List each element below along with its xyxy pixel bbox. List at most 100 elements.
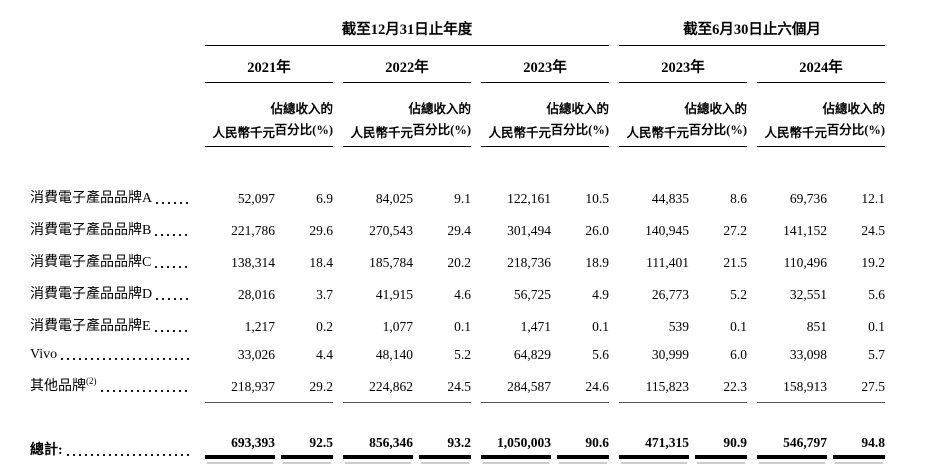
dot-leader [100, 390, 191, 392]
amount-cell: 158,913 [757, 370, 827, 403]
total-row: 總計: 693,393 92.5 856,346 93.2 1,050,003 … [28, 435, 886, 459]
pct-cell: 5.2 [454, 347, 471, 362]
table-row: 消費電子產品品牌B 221,786 29.6 270,543 29.4 301,… [28, 214, 885, 246]
pct-cell: 5.6 [592, 347, 609, 362]
pct-cell: 0.2 [316, 319, 333, 334]
pct-cell: 4.4 [316, 347, 333, 362]
amount-cell: 270,543 [369, 223, 413, 238]
amount-cell: 140,945 [645, 223, 689, 238]
pct-cell: 24.5 [861, 223, 886, 238]
pct-cell: 24.5 [413, 370, 471, 403]
amount-cell: 26,773 [651, 287, 689, 302]
amount-cell: 64,829 [513, 347, 551, 362]
total-amount-cell: 471,315 [619, 435, 689, 459]
double-rule [695, 454, 747, 459]
table-row: 消費電子產品品牌A 52,097 6.9 84,025 9.1 122,161 … [28, 182, 885, 214]
table-row: 其他品牌(2) 218,937 29.2 224,862 24.5 284,58… [28, 370, 886, 403]
pct-cell: 4.6 [454, 287, 471, 302]
amount-cell: 69,736 [789, 191, 827, 206]
revenue-by-brand-table: 截至12月31日止年度 截至6月30日止六個月 2021年 2022年 2023… [28, 18, 886, 459]
amount-cell: 141,152 [783, 223, 827, 238]
total-amount-cell: 546,797 [757, 435, 827, 459]
double-rule [419, 454, 471, 459]
pct-cell: 0.1 [454, 319, 471, 334]
amount-cell: 851 [806, 319, 827, 334]
amount-cell: 221,786 [231, 223, 275, 238]
section-header-fiscal-year: 截至12月31日止年度 [205, 18, 609, 46]
total-spacer-row [28, 402, 885, 435]
amount-cell: 30,999 [651, 347, 689, 362]
total-pct-cell: 90.9 [689, 435, 747, 459]
amount-cell: 122,161 [507, 191, 551, 206]
year-header-2023-6m: 2023年 [619, 45, 747, 83]
pct-cell: 18.4 [309, 255, 333, 270]
pct-cell: 29.6 [309, 223, 333, 238]
pct-cell: 18.9 [585, 255, 609, 270]
pct-column-header: 佔總收入的 百分比(%) [408, 82, 471, 147]
table-body: 消費電子產品品牌A 52,097 6.9 84,025 9.1 122,161 … [28, 182, 886, 403]
year-header-2024-6m: 2024年 [757, 45, 886, 83]
year-header-row: 2021年 2022年 2023年 2023年 2024年 [28, 45, 886, 83]
dot-leader [155, 266, 191, 268]
amount-cell: 84,025 [375, 191, 413, 206]
amount-cell: 138,314 [231, 255, 275, 270]
amount-column-header: 人民幣千元 [343, 82, 413, 147]
pct-cell: 4.9 [592, 287, 609, 302]
year-header-2023: 2023年 [481, 45, 609, 83]
column-header-row: 人民幣千元 佔總收入的 百分比(%) 人民幣千元 佔總收入的 百分比(%) 人民幣千… [28, 82, 886, 147]
amount-cell: 41,915 [375, 287, 413, 302]
amount-cell: 1,077 [382, 319, 413, 334]
pct-cell: 6.0 [730, 347, 747, 362]
table-row: 消費電子產品品牌E 1,217 0.2 1,077 0.1 1,471 0.1 … [28, 310, 885, 342]
amount-cell: 33,026 [237, 347, 275, 362]
amount-cell: 33,098 [789, 347, 827, 362]
amount-cell: 1,471 [520, 319, 551, 334]
table-row: 消費電子產品品牌D 28,016 3.7 41,915 4.6 56,725 4… [28, 278, 885, 310]
amount-cell: 28,016 [237, 287, 275, 302]
amount-cell: 218,736 [507, 255, 551, 270]
amount-cell: 284,587 [481, 370, 551, 403]
total-amount-cell: 693,393 [205, 435, 275, 459]
pct-cell: 21.5 [723, 255, 747, 270]
amount-cell: 110,496 [783, 255, 827, 270]
table-row: 消費電子產品品牌C 138,314 18.4 185,784 20.2 218,… [28, 246, 885, 278]
pct-column-header: 佔總收入的 百分比(%) [270, 82, 333, 147]
pct-cell: 6.9 [316, 191, 333, 206]
pct-cell: 10.5 [585, 191, 609, 206]
double-rule [833, 454, 886, 459]
double-rule [281, 454, 333, 459]
pct-cell: 24.6 [551, 370, 609, 403]
amount-column-header: 人民幣千元 [757, 82, 827, 147]
double-rule [343, 454, 413, 459]
row-label: Vivo [30, 347, 58, 362]
section-header-row: 截至12月31日止年度 截至6月30日止六個月 [28, 18, 886, 46]
pct-column-header: 佔總收入的 百分比(%) [823, 82, 886, 147]
table-footer: 總計: 693,393 92.5 856,346 93.2 1,050,003 … [28, 402, 886, 459]
amount-cell: 224,862 [343, 370, 413, 403]
amount-cell: 56,725 [513, 287, 551, 302]
double-rule [557, 454, 609, 459]
dot-leader [61, 358, 191, 360]
row-label: 其他品牌(2) [30, 376, 97, 395]
double-rule [481, 454, 551, 459]
dot-leader [156, 202, 191, 204]
table-header: 截至12月31日止年度 截至6月30日止六個月 2021年 2022年 2023… [28, 18, 886, 182]
pct-cell: 0.1 [592, 319, 609, 334]
pct-cell: 22.3 [689, 370, 747, 403]
pct-cell: 5.7 [868, 347, 886, 362]
pct-cell: 5.6 [868, 287, 886, 302]
total-amount-cell: 856,346 [343, 435, 413, 459]
total-label: 總計: [30, 442, 63, 458]
pct-cell: 12.1 [861, 191, 886, 206]
pct-cell: 19.2 [861, 255, 886, 270]
amount-cell: 185,784 [369, 255, 413, 270]
row-label: 消費電子產品品牌D [30, 287, 153, 302]
pct-cell: 8.6 [730, 191, 747, 206]
pct-cell: 3.7 [316, 287, 333, 302]
total-amount-cell: 1,050,003 [481, 435, 551, 459]
pct-cell: 29.2 [275, 370, 333, 403]
pct-cell: 20.2 [447, 255, 471, 270]
pct-column-header: 佔總收入的 百分比(%) [546, 82, 609, 147]
pct-cell: 29.4 [447, 223, 471, 238]
